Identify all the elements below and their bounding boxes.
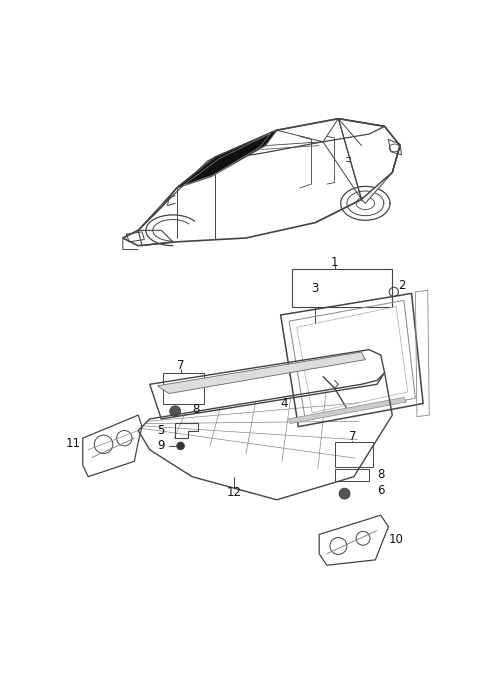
Text: 10: 10 bbox=[388, 533, 403, 546]
Text: 7: 7 bbox=[348, 430, 356, 443]
Text: 6: 6 bbox=[377, 484, 384, 497]
Circle shape bbox=[177, 442, 184, 450]
Polygon shape bbox=[361, 146, 400, 203]
Text: 11: 11 bbox=[65, 437, 80, 450]
Text: 4: 4 bbox=[281, 397, 288, 410]
Text: 5: 5 bbox=[157, 424, 164, 437]
Circle shape bbox=[339, 489, 350, 499]
Polygon shape bbox=[157, 352, 365, 393]
Text: 2: 2 bbox=[398, 279, 405, 292]
Text: 3: 3 bbox=[312, 281, 319, 295]
Text: 9: 9 bbox=[157, 440, 164, 452]
Text: 12: 12 bbox=[227, 486, 242, 498]
Text: 1: 1 bbox=[331, 256, 338, 269]
Polygon shape bbox=[288, 398, 406, 424]
Text: 7: 7 bbox=[177, 358, 184, 372]
Polygon shape bbox=[177, 130, 277, 188]
Text: 8: 8 bbox=[377, 468, 384, 481]
Circle shape bbox=[170, 406, 180, 416]
Text: 8: 8 bbox=[192, 403, 200, 416]
